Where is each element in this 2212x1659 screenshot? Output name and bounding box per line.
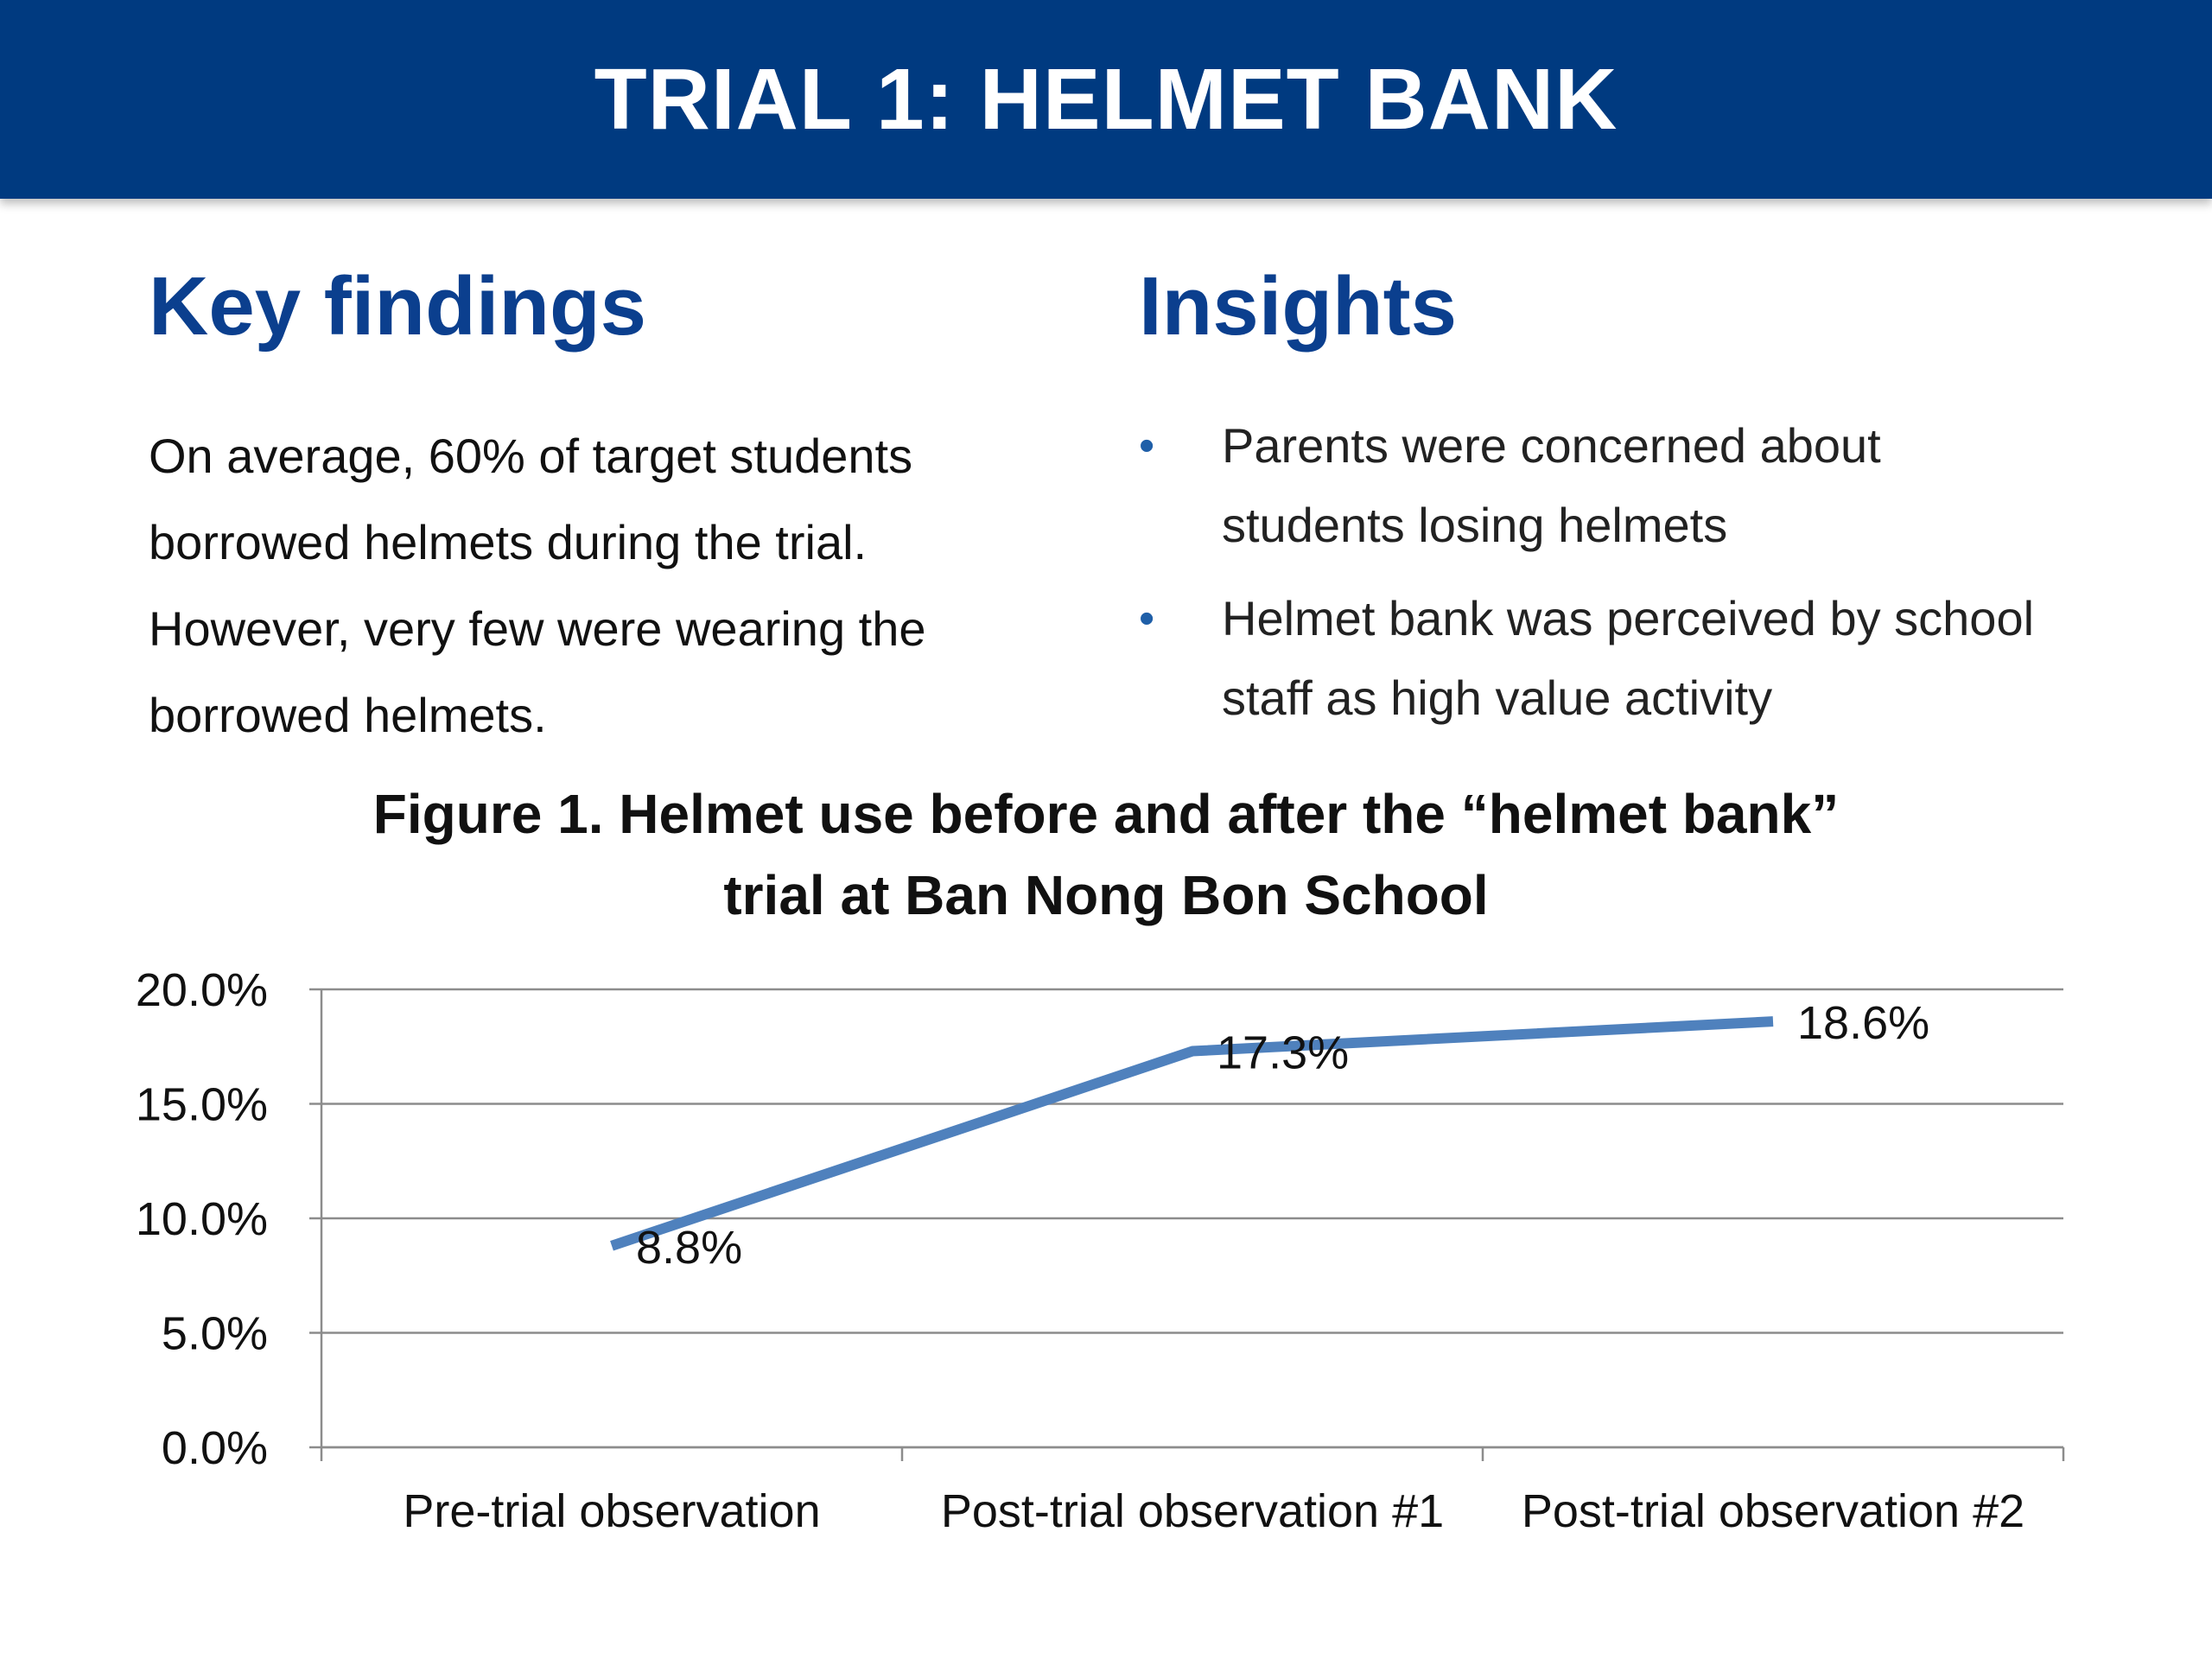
key-findings-text: On average, 60% of target students borro… xyxy=(149,413,1116,759)
key-findings-heading: Key findings xyxy=(149,260,647,353)
y-tick-label: 15.0% xyxy=(136,1079,268,1131)
key-findings-line: However, very few were wearing the xyxy=(149,601,926,656)
insights-heading: Insights xyxy=(1139,260,1458,353)
key-findings-line: borrowed helmets. xyxy=(149,688,547,742)
data-label: 18.6% xyxy=(1797,997,1929,1049)
bullet-icon: • xyxy=(1139,594,1155,644)
x-tick-label: Post-trial observation #2 xyxy=(1522,1485,2024,1537)
slide-title: TRIAL 1: HELMET BANK xyxy=(594,50,1618,148)
insight-line: Helmet bank was perceived by school xyxy=(1222,591,2035,645)
chart-title: Figure 1. Helmet use before and after th… xyxy=(242,773,1970,936)
y-tick-label: 20.0% xyxy=(136,964,268,1016)
title-banner: TRIAL 1: HELMET BANK xyxy=(0,0,2212,199)
chart-title-line: Figure 1. Helmet use before and after th… xyxy=(372,783,1840,845)
y-tick-label: 10.0% xyxy=(136,1193,268,1245)
x-tick-label: Post-trial observation #1 xyxy=(941,1485,1444,1537)
helmet-use-line-chart: 0.0% 5.0% 10.0% 15.0% 20.0% Pre-trial observa… xyxy=(136,964,2065,1537)
key-findings-line: borrowed helmets during the trial. xyxy=(149,515,868,569)
x-tick-label: Pre-trial observation xyxy=(403,1485,820,1537)
insight-line: Parents were concerned about xyxy=(1222,418,1881,473)
insight-item: • Helmet bank was perceived by school st… xyxy=(1139,579,2158,738)
data-label: 17.3% xyxy=(1217,1027,1349,1079)
insight-line: students losing helmets xyxy=(1222,498,1728,552)
data-label: 8.8% xyxy=(636,1222,742,1274)
insight-item: • Parents were concerned about students … xyxy=(1139,406,2158,565)
insights-list: • Parents were concerned about students … xyxy=(1139,406,2158,752)
chart-title-line: trial at Ban Nong Bon School xyxy=(723,864,1489,926)
series-line xyxy=(610,1016,1774,1251)
key-findings-line: On average, 60% of target students xyxy=(149,429,913,483)
y-tick-label: 5.0% xyxy=(162,1308,268,1360)
y-tick-label: 0.0% xyxy=(162,1422,268,1474)
bullet-icon: • xyxy=(1139,421,1155,471)
insight-line: staff as high value activity xyxy=(1222,671,1773,725)
